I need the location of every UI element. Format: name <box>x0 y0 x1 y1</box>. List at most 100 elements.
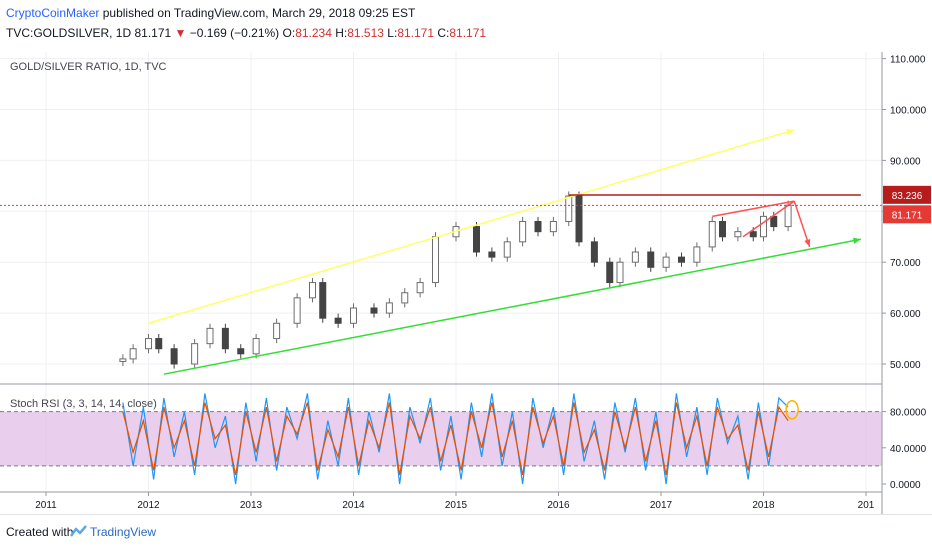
open-label: O: <box>282 26 296 40</box>
time-tick-label: 2016 <box>547 500 570 511</box>
candle-body <box>273 322 281 340</box>
close-value: 81.171 <box>449 26 487 40</box>
open-value: 81.234 <box>295 26 332 40</box>
upper-channel-line <box>148 129 795 324</box>
candle-body <box>191 343 199 365</box>
time-tick-label: 2012 <box>137 500 160 511</box>
lower-channel-arrowhead <box>853 237 861 244</box>
last-price-label: 81.171 <box>892 210 923 221</box>
stoch-axis[interactable]: 80.0000 40.0000 0.0000 <box>882 408 927 491</box>
footer: Created with TradingView <box>0 514 932 551</box>
time-tick-label: 2018 <box>752 500 775 511</box>
price-change: −0.169 (−0.21%) <box>189 26 280 40</box>
down-arrow-icon: ▼ <box>174 26 187 40</box>
low-label: L: <box>387 26 398 40</box>
candle-body <box>145 338 152 350</box>
time-tick-label: 2013 <box>240 500 263 511</box>
candle-body <box>784 204 792 228</box>
time-tick-label: 2015 <box>445 500 468 511</box>
stoch-highlight-circle <box>785 400 799 420</box>
ohlc-line: TVC:GOLDSILVER, 1D 81.171 ▼ −0.169 (−0.2… <box>6 26 486 40</box>
candle-body <box>432 236 439 284</box>
candle-body <box>575 195 583 243</box>
price-pane-title: GOLD/SILVER RATIO, 1D, TVC <box>10 61 167 73</box>
time-tick-label: 201 <box>858 500 875 511</box>
annotations <box>0 128 882 375</box>
price-tick-label: 90.000 <box>890 156 921 167</box>
wedge-top-line <box>712 200 795 218</box>
price-tick-label: 100.000 <box>890 106 927 117</box>
candle-body <box>350 307 357 324</box>
candle-body <box>293 297 301 324</box>
stoch-tick-label: 40.0000 <box>890 444 927 455</box>
candle-body <box>503 241 511 258</box>
candle-body <box>590 241 598 263</box>
last-price: 81.171 <box>134 26 172 40</box>
candle-body <box>606 261 614 284</box>
candle-body <box>401 292 409 304</box>
candle-body <box>488 251 496 258</box>
candle-body <box>734 231 742 238</box>
candle-body <box>693 246 701 263</box>
candle-body <box>708 220 716 248</box>
candle-body <box>662 256 670 268</box>
price-tags: 83.236 81.171 <box>883 185 931 224</box>
projection-line <box>793 200 811 248</box>
time-axis[interactable]: 2011 2012 2013 2014 2015 2016 2017 2018 201 <box>35 492 875 511</box>
candle-body <box>770 215 778 228</box>
candle-body <box>647 251 655 268</box>
candle-body <box>749 231 757 238</box>
publish-info: published on TradingView.com, March 29, … <box>102 6 416 20</box>
candle-body <box>334 317 342 324</box>
candle-body <box>631 251 639 263</box>
created-with-label: Created with <box>6 525 74 539</box>
tradingview-logo-icon <box>70 525 87 537</box>
price-tick-label: 60.000 <box>890 309 921 320</box>
chart-header: CryptoCoinMaker published on TradingView… <box>0 0 932 52</box>
lower-channel-line <box>163 238 862 375</box>
candle-body <box>309 282 316 299</box>
symbol-label: TVC:GOLDSILVER, 1D <box>6 26 132 40</box>
time-tick-label: 2017 <box>650 500 673 511</box>
stoch-tick-label: 80.0000 <box>890 408 927 419</box>
candle-body <box>221 327 229 350</box>
stoch-tick-label: 0.0000 <box>890 480 921 491</box>
candle-body <box>519 220 527 243</box>
low-value: 81.171 <box>397 26 435 40</box>
price-tick-label: 50.000 <box>890 360 921 371</box>
high-value: 81.513 <box>347 26 384 40</box>
candle-body <box>206 327 214 345</box>
candle-body <box>237 348 245 355</box>
time-tick-label: 2011 <box>35 500 57 511</box>
time-tick-label: 2014 <box>342 500 365 511</box>
high-label: H: <box>335 26 348 40</box>
candle-body <box>416 282 424 294</box>
candle-body <box>760 215 767 238</box>
candle-body <box>549 220 557 233</box>
candle-body <box>119 358 127 362</box>
candles <box>119 191 792 369</box>
resistance-price-label: 83.236 <box>892 191 923 202</box>
candle-body <box>319 282 327 319</box>
candle-body <box>170 348 178 365</box>
chart-canvas[interactable]: 110.000100.00090.00080.00070.00060.00050… <box>0 52 932 514</box>
candle-body <box>252 338 260 355</box>
publish-line: CryptoCoinMaker published on TradingView… <box>6 6 415 20</box>
price-tick-label: 70.000 <box>890 258 921 269</box>
resistance-price-tag <box>883 185 931 204</box>
candle-body <box>385 302 393 314</box>
stoch-lines <box>122 393 799 485</box>
stoch-pane-title: Stoch RSI (3, 3, 14, 14, close) <box>10 398 157 410</box>
stoch-d-line <box>122 402 789 476</box>
candle-body <box>565 195 573 222</box>
price-tick-label: 110.000 <box>890 55 926 66</box>
author-link[interactable]: CryptoCoinMaker <box>6 6 100 20</box>
upper-channel-arrowhead <box>786 128 795 135</box>
candle-body <box>129 348 137 360</box>
candle-body <box>473 226 480 253</box>
tradingview-brand-link[interactable]: TradingView <box>90 525 157 539</box>
candle-body <box>678 256 685 263</box>
candle-body <box>534 220 542 233</box>
candle-body <box>719 220 726 238</box>
last-price-tag <box>883 205 931 224</box>
